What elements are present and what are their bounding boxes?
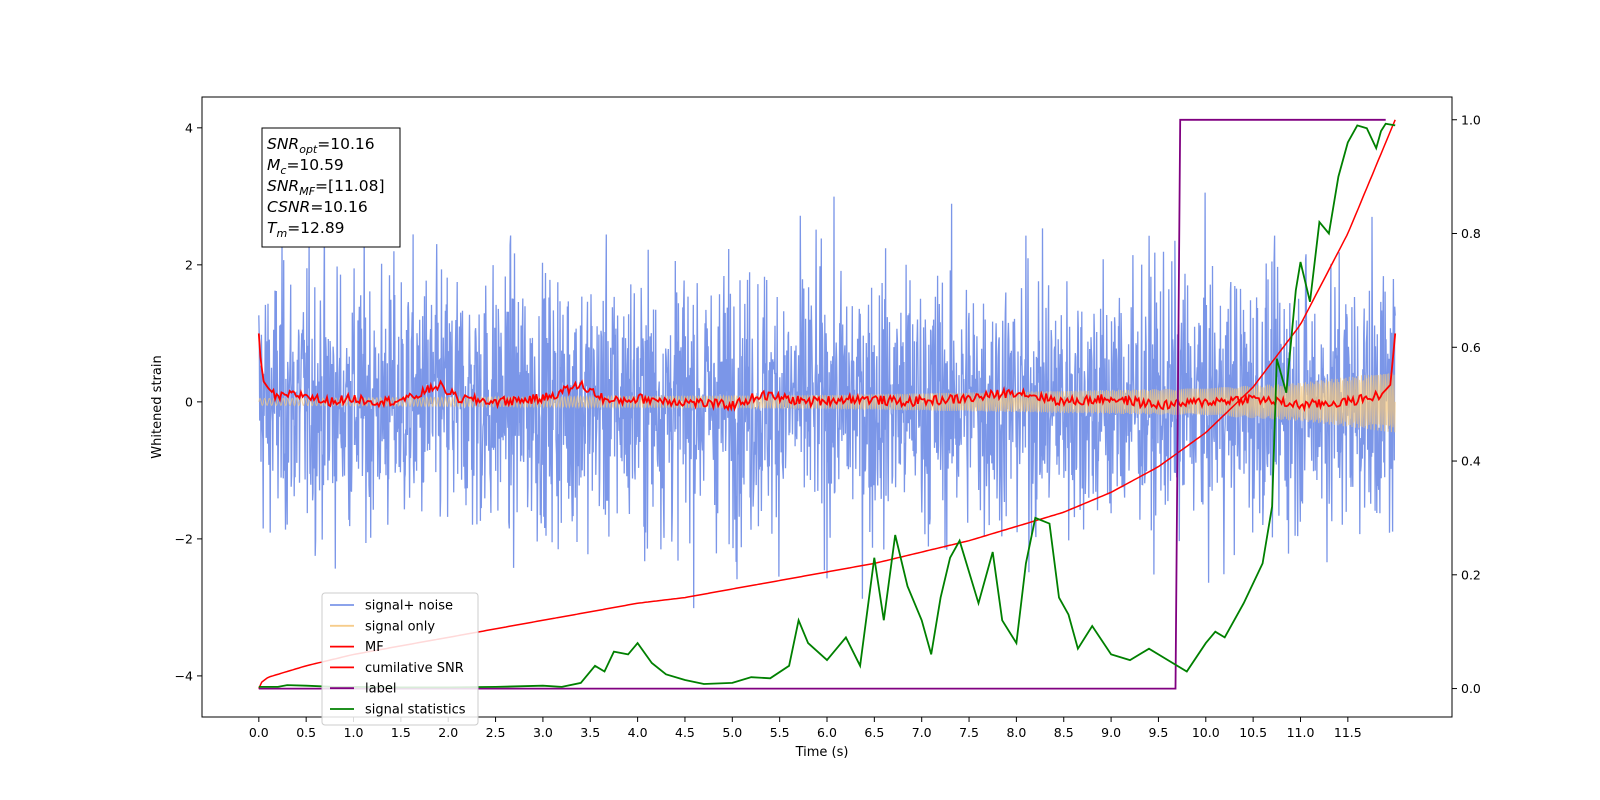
x-tick-label: 0.0 <box>249 725 269 740</box>
x-axis: 0.0 0.5 1.0 1.5 2.0 2.5 3.0 3.5 4.0 4.5 5.0 5.5 6.0 6… <box>249 717 1362 740</box>
annotation-frame <box>261 127 401 248</box>
x-tick-label: 9.0 <box>1101 725 1121 740</box>
y-left-tick-label: −2 <box>175 531 193 546</box>
y-left-tick-label: 2 <box>185 257 193 272</box>
legend-label: MF <box>365 640 384 655</box>
x-tick-label: 11.0 <box>1287 725 1315 740</box>
legend-label: label <box>365 682 396 697</box>
legend: signal+ noise signal only MF cumilative SNR… <box>321 592 479 726</box>
x-tick-label: 8.0 <box>1006 725 1026 740</box>
legend-label: signal only <box>365 619 435 634</box>
x-tick-label: 1.5 <box>391 725 411 740</box>
x-tick-label: 6.0 <box>817 725 837 740</box>
x-tick-label: 10.0 <box>1192 725 1220 740</box>
annotation-box: SNRopt=10.16Mc=10.59SNRMF=[11.08]CSNR=10… <box>261 127 401 248</box>
legend-frame <box>321 592 479 726</box>
annotation-snr-opt: SNRopt=10.16 <box>267 135 375 156</box>
y-right-tick-label: 1.0 <box>1461 112 1481 127</box>
x-tick-label: 7.0 <box>912 725 932 740</box>
annotation-snr-mf: SNRMF=[11.08] <box>267 177 385 198</box>
x-tick-label: 7.5 <box>959 725 979 740</box>
x-tick-label: 8.5 <box>1054 725 1074 740</box>
y-right-tick-label: 0.4 <box>1461 454 1481 469</box>
left-y-axis: 4 2 0 −2 −4 <box>175 120 202 683</box>
y-right-tick-label: 0.2 <box>1461 567 1481 582</box>
y-right-tick-label: 0.8 <box>1461 226 1481 241</box>
y-left-tick-label: 4 <box>185 120 193 135</box>
x-tick-label: 6.5 <box>864 725 884 740</box>
x-tick-label: 11.5 <box>1334 725 1362 740</box>
x-axis-label: Time (s) <box>795 745 849 760</box>
series-label <box>258 118 1386 690</box>
y-right-tick-label: 0.6 <box>1461 340 1481 355</box>
annotation-mc: Mc=10.59 <box>267 156 344 177</box>
legend-label: cumilative SNR <box>365 661 464 676</box>
x-tick-label: 4.0 <box>628 725 648 740</box>
y-left-tick-label: 0 <box>185 394 193 409</box>
x-tick-label: 3.0 <box>533 725 553 740</box>
legend-label: signal+ noise <box>365 599 453 614</box>
annotation-tm: Tm=12.89 <box>267 219 345 240</box>
x-tick-label: 1.0 <box>344 725 364 740</box>
x-tick-label: 9.5 <box>1148 725 1168 740</box>
x-tick-label: 2.5 <box>486 725 506 740</box>
x-tick-label: 4.5 <box>675 725 695 740</box>
x-tick-label: 2.0 <box>438 725 458 740</box>
series-mf <box>257 333 1397 413</box>
x-tick-label: 5.0 <box>722 725 742 740</box>
series-signal-statistics <box>258 122 1396 689</box>
annotation-csnr: CSNR=10.16 <box>267 198 368 216</box>
y-left-tick-label: −4 <box>175 668 193 683</box>
x-tick-label: 3.5 <box>580 725 600 740</box>
y-axis-label: Whitened strain <box>150 355 165 458</box>
x-tick-label: 5.5 <box>770 725 790 740</box>
x-tick-label: 0.5 <box>296 725 316 740</box>
right-y-axis: 1.0 0.8 0.6 0.4 0.2 0.0 <box>1452 112 1481 696</box>
x-tick-label: 10.5 <box>1239 725 1267 740</box>
legend-label: signal statistics <box>365 703 466 718</box>
y-right-tick-label: 0.0 <box>1461 681 1481 696</box>
